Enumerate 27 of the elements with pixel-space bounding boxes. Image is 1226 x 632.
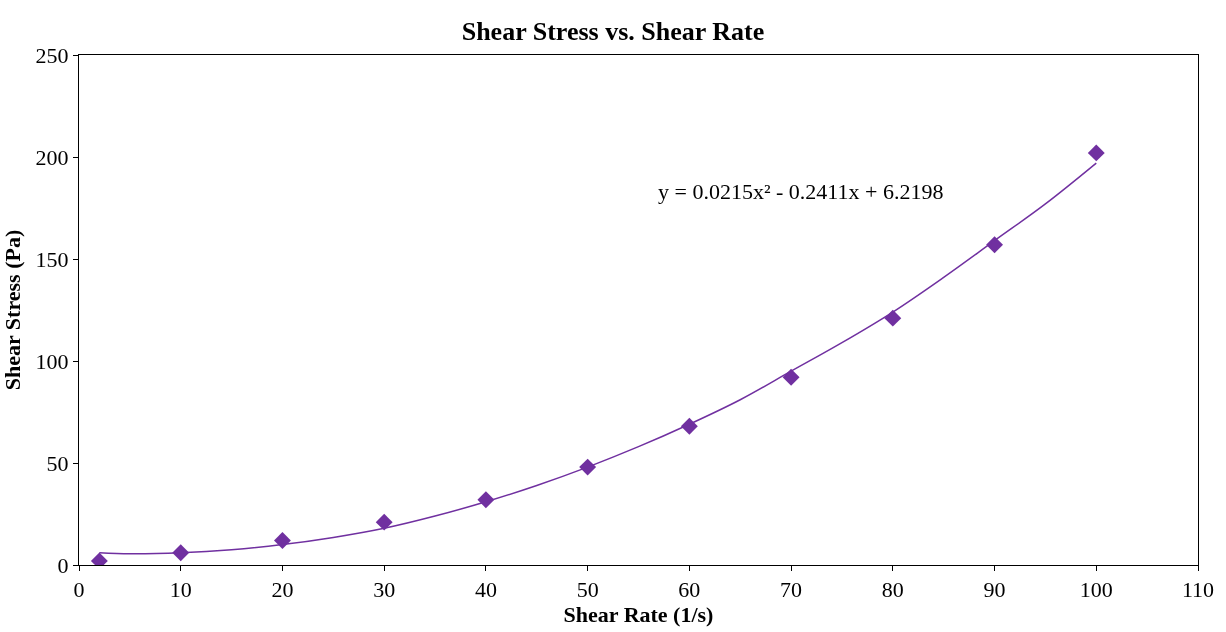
y-tick-label: 200 [35,144,69,170]
x-tick-label: 30 [373,577,396,603]
x-tick-label: 70 [780,577,803,603]
point [375,513,393,531]
y-axis-title: Shear Stress (Pa) [0,229,26,391]
x-tick-label: 40 [474,577,497,603]
x-tick-label: 90 [983,577,1006,603]
y-tick-label: 0 [57,552,69,578]
point [782,368,800,386]
chart-title: Shear Stress vs. Shear Rate [461,17,765,47]
y-tick-label: 250 [35,42,69,68]
x-tick-label: 60 [678,577,701,603]
x-tick-label: 10 [169,577,192,603]
point [1087,144,1105,162]
x-tick-label: 20 [271,577,294,603]
y-tick-label: 50 [46,450,69,476]
x-tick-label: 100 [1079,577,1113,603]
x-tick-label: 110 [1181,577,1215,603]
y-tick-label: 100 [35,348,69,374]
x-tick-label: 80 [881,577,904,603]
x-axis-title: Shear Rate (1/s) [563,602,714,628]
y-tick-label: 150 [35,246,69,272]
annotation: y = 0.0215x² - 0.2411x + 6.2198 [658,179,944,204]
point [884,309,902,327]
x-tick-label: 50 [576,577,599,603]
point [274,532,291,549]
x-tick-label: 0 [73,577,85,603]
